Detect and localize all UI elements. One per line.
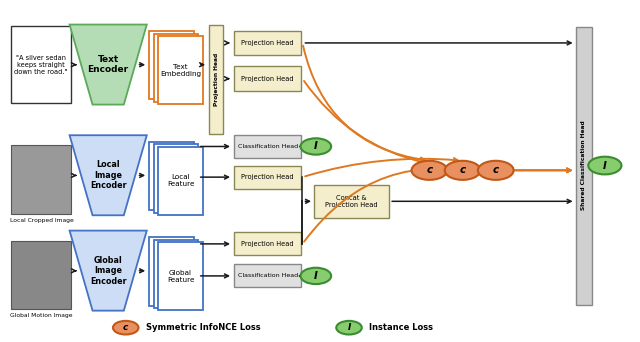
FancyBboxPatch shape: [314, 185, 389, 218]
FancyBboxPatch shape: [575, 27, 592, 304]
Polygon shape: [70, 231, 147, 311]
Text: c: c: [123, 323, 129, 332]
Text: Concat &
Projection Head: Concat & Projection Head: [325, 195, 378, 208]
Circle shape: [301, 138, 331, 155]
Circle shape: [412, 161, 447, 180]
Text: Global Motion Image: Global Motion Image: [10, 313, 73, 318]
FancyBboxPatch shape: [158, 36, 203, 104]
Text: Projection Head: Projection Head: [214, 52, 219, 106]
FancyBboxPatch shape: [234, 232, 301, 255]
Text: Shared Classification Head: Shared Classification Head: [581, 121, 586, 210]
FancyBboxPatch shape: [154, 240, 198, 308]
Text: Projection Head: Projection Head: [241, 241, 294, 247]
Polygon shape: [70, 135, 147, 215]
FancyBboxPatch shape: [149, 237, 194, 305]
Circle shape: [445, 161, 481, 180]
Text: Local Cropped Image: Local Cropped Image: [10, 218, 74, 223]
FancyBboxPatch shape: [149, 142, 194, 210]
Text: I: I: [314, 271, 318, 281]
Circle shape: [588, 157, 621, 174]
Text: c: c: [493, 165, 499, 175]
FancyBboxPatch shape: [234, 66, 301, 91]
FancyBboxPatch shape: [154, 144, 198, 213]
FancyBboxPatch shape: [158, 147, 203, 215]
FancyBboxPatch shape: [149, 31, 194, 100]
Text: Text
Encoder: Text Encoder: [88, 55, 129, 74]
Text: I: I: [603, 160, 607, 171]
Text: c: c: [460, 165, 466, 175]
FancyBboxPatch shape: [234, 31, 301, 55]
FancyBboxPatch shape: [234, 166, 301, 189]
Text: Local
Image
Encoder: Local Image Encoder: [90, 160, 127, 190]
Circle shape: [336, 321, 362, 334]
Text: Global
Feature: Global Feature: [167, 270, 195, 283]
FancyBboxPatch shape: [209, 25, 223, 133]
FancyBboxPatch shape: [11, 145, 72, 213]
Circle shape: [478, 161, 514, 180]
Text: Classification Head: Classification Head: [237, 144, 298, 149]
Text: Projection Head: Projection Head: [241, 174, 294, 180]
Text: Symmetric InfoNCE Loss: Symmetric InfoNCE Loss: [146, 323, 260, 332]
FancyBboxPatch shape: [234, 264, 301, 288]
Text: c: c: [426, 165, 433, 175]
Text: Projection Head: Projection Head: [241, 40, 294, 46]
Text: I: I: [314, 142, 318, 152]
Text: Instance Loss: Instance Loss: [369, 323, 433, 332]
FancyBboxPatch shape: [11, 241, 72, 309]
Circle shape: [301, 268, 331, 284]
Text: "A silver sedan
keeps straight
down the road.": "A silver sedan keeps straight down the …: [15, 55, 68, 75]
Text: Local
Feature: Local Feature: [167, 174, 195, 187]
Text: Text
Embedding: Text Embedding: [160, 64, 201, 77]
Circle shape: [113, 321, 138, 334]
FancyBboxPatch shape: [158, 242, 203, 310]
Text: I: I: [348, 323, 351, 332]
FancyBboxPatch shape: [11, 26, 72, 103]
Polygon shape: [70, 25, 147, 105]
Text: Projection Head: Projection Head: [241, 76, 294, 82]
Text: Global
Image
Encoder: Global Image Encoder: [90, 256, 127, 286]
Text: Classification Head: Classification Head: [237, 273, 298, 278]
FancyBboxPatch shape: [234, 135, 301, 158]
FancyBboxPatch shape: [154, 34, 198, 102]
